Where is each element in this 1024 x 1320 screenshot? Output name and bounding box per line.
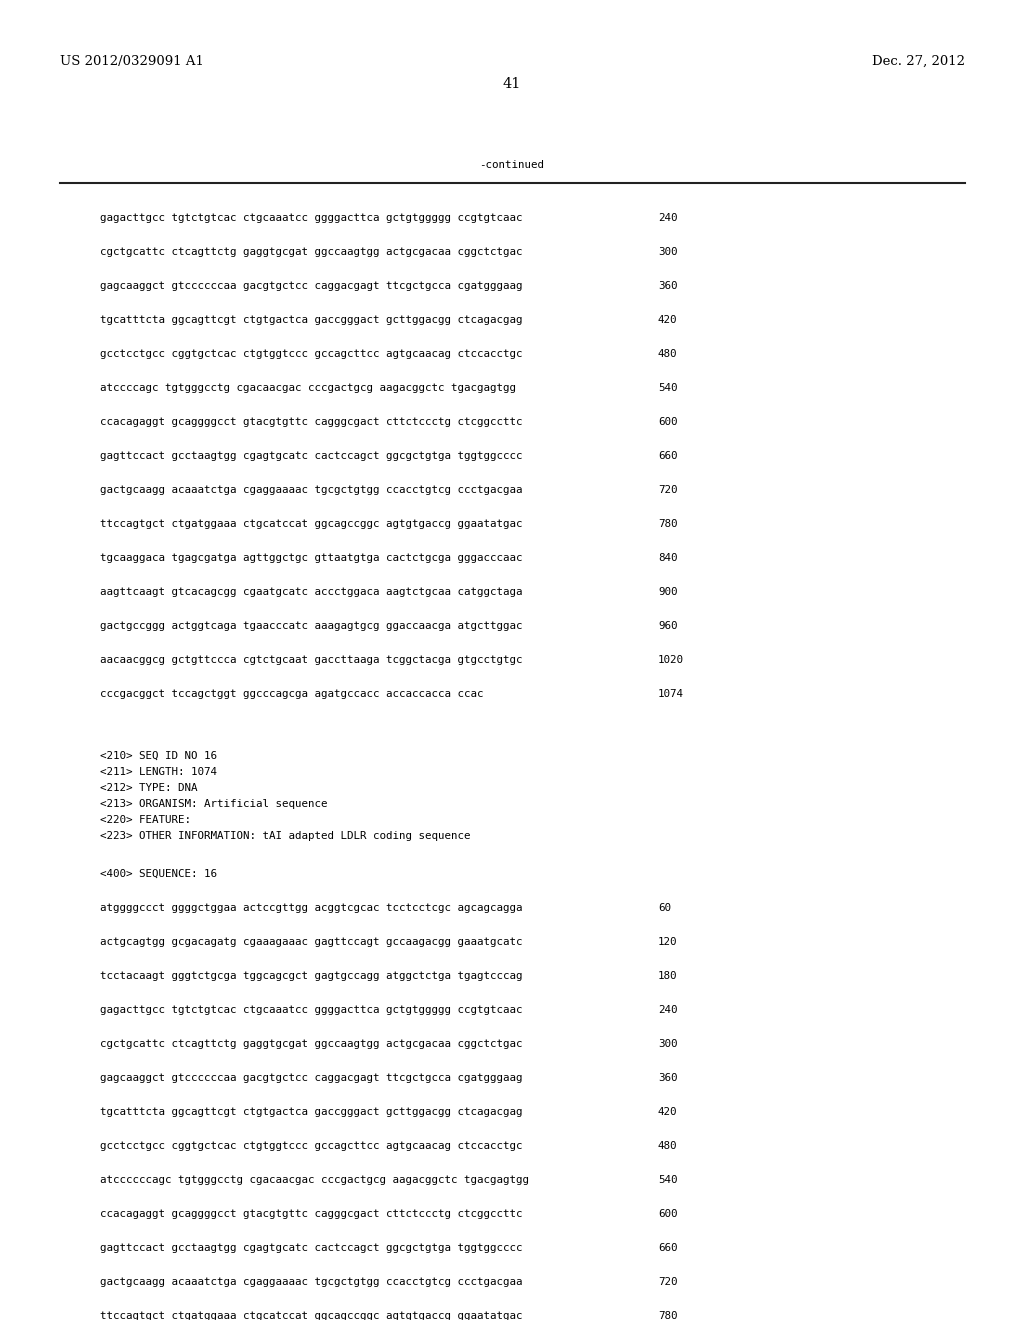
Text: atccccagc tgtgggcctg cgacaacgac cccgactgcg aagacggctc tgacgagtgg: atccccagc tgtgggcctg cgacaacgac cccgactg… xyxy=(100,383,516,393)
Text: gcctcctgcc cggtgctcac ctgtggtccc gccagcttcc agtgcaacag ctccacctgc: gcctcctgcc cggtgctcac ctgtggtccc gccagct… xyxy=(100,348,522,359)
Text: cccgacggct tccagctggt ggcccagcga agatgccacc accaccacca ccac: cccgacggct tccagctggt ggcccagcga agatgcc… xyxy=(100,689,483,700)
Text: 660: 660 xyxy=(658,1243,678,1253)
Text: aagttcaagt gtcacagcgg cgaatgcatc accctggaca aagtctgcaa catggctaga: aagttcaagt gtcacagcgg cgaatgcatc accctgg… xyxy=(100,587,522,597)
Text: <212> TYPE: DNA: <212> TYPE: DNA xyxy=(100,783,198,793)
Text: 240: 240 xyxy=(658,213,678,223)
Text: 60: 60 xyxy=(658,903,671,913)
Text: gactgcaagg acaaatctga cgaggaaaac tgcgctgtgg ccacctgtcg ccctgacgaa: gactgcaagg acaaatctga cgaggaaaac tgcgctg… xyxy=(100,1276,522,1287)
Text: US 2012/0329091 A1: US 2012/0329091 A1 xyxy=(60,55,204,69)
Text: 720: 720 xyxy=(658,484,678,495)
Text: 360: 360 xyxy=(658,1073,678,1082)
Text: gagcaaggct gtccccccaa gacgtgctcc caggacgagt ttcgctgcca cgatgggaag: gagcaaggct gtccccccaa gacgtgctcc caggacg… xyxy=(100,281,522,290)
Text: 540: 540 xyxy=(658,383,678,393)
Text: <211> LENGTH: 1074: <211> LENGTH: 1074 xyxy=(100,767,217,777)
Text: tgcaaggaca tgagcgatga agttggctgc gttaatgtga cactctgcga gggacccaac: tgcaaggaca tgagcgatga agttggctgc gttaatg… xyxy=(100,553,522,564)
Text: 360: 360 xyxy=(658,281,678,290)
Text: gcctcctgcc cggtgctcac ctgtggtccc gccagcttcc agtgcaacag ctccacctgc: gcctcctgcc cggtgctcac ctgtggtccc gccagct… xyxy=(100,1140,522,1151)
Text: gagttccact gcctaagtgg cgagtgcatc cactccagct ggcgctgtga tggtggcccc: gagttccact gcctaagtgg cgagtgcatc cactcca… xyxy=(100,1243,522,1253)
Text: 960: 960 xyxy=(658,620,678,631)
Text: 420: 420 xyxy=(658,315,678,325)
Text: 300: 300 xyxy=(658,247,678,257)
Text: Dec. 27, 2012: Dec. 27, 2012 xyxy=(872,55,965,69)
Text: 240: 240 xyxy=(658,1005,678,1015)
Text: gagcaaggct gtccccccaa gacgtgctcc caggacgagt ttcgctgcca cgatgggaag: gagcaaggct gtccccccaa gacgtgctcc caggacg… xyxy=(100,1073,522,1082)
Text: 660: 660 xyxy=(658,451,678,461)
Text: 540: 540 xyxy=(658,1175,678,1185)
Text: 180: 180 xyxy=(658,972,678,981)
Text: 300: 300 xyxy=(658,1039,678,1049)
Text: gagacttgcc tgtctgtcac ctgcaaatcc ggggacttca gctgtggggg ccgtgtcaac: gagacttgcc tgtctgtcac ctgcaaatcc ggggact… xyxy=(100,1005,522,1015)
Text: ttccagtgct ctgatggaaa ctgcatccat ggcagccggc agtgtgaccg ggaatatgac: ttccagtgct ctgatggaaa ctgcatccat ggcagcc… xyxy=(100,519,522,529)
Text: 840: 840 xyxy=(658,553,678,564)
Text: 480: 480 xyxy=(658,348,678,359)
Text: 600: 600 xyxy=(658,1209,678,1218)
Text: tgcatttcta ggcagttcgt ctgtgactca gaccgggact gcttggacgg ctcagacgag: tgcatttcta ggcagttcgt ctgtgactca gaccggg… xyxy=(100,1107,522,1117)
Text: atccccccagc tgtgggcctg cgacaacgac cccgactgcg aagacggctc tgacgagtgg: atccccccagc tgtgggcctg cgacaacgac cccgac… xyxy=(100,1175,529,1185)
Text: <220> FEATURE:: <220> FEATURE: xyxy=(100,814,191,825)
Text: 41: 41 xyxy=(503,77,521,91)
Text: 780: 780 xyxy=(658,519,678,529)
Text: 900: 900 xyxy=(658,587,678,597)
Text: 1074: 1074 xyxy=(658,689,684,700)
Text: gactgccggg actggtcaga tgaacccatc aaagagtgcg ggaccaacga atgcttggac: gactgccggg actggtcaga tgaacccatc aaagagt… xyxy=(100,620,522,631)
Text: tcctacaagt gggtctgcga tggcagcgct gagtgccagg atggctctga tgagtcccag: tcctacaagt gggtctgcga tggcagcgct gagtgcc… xyxy=(100,972,522,981)
Text: 480: 480 xyxy=(658,1140,678,1151)
Text: ttccagtgct ctgatggaaa ctgcatccat ggcagccggc agtgtgaccg ggaatatgac: ttccagtgct ctgatggaaa ctgcatccat ggcagcc… xyxy=(100,1311,522,1320)
Text: atggggccct ggggctggaa actccgttgg acggtcgcac tcctcctcgc agcagcagga: atggggccct ggggctggaa actccgttgg acggtcg… xyxy=(100,903,522,913)
Text: ccacagaggt gcaggggcct gtacgtgttc cagggcgact cttctccctg ctcggccttc: ccacagaggt gcaggggcct gtacgtgttc cagggcg… xyxy=(100,1209,522,1218)
Text: 120: 120 xyxy=(658,937,678,946)
Text: aacaacggcg gctgttccca cgtctgcaat gaccttaaga tcggctacga gtgcctgtgc: aacaacggcg gctgttccca cgtctgcaat gacctta… xyxy=(100,655,522,665)
Text: <210> SEQ ID NO 16: <210> SEQ ID NO 16 xyxy=(100,751,217,762)
Text: <223> OTHER INFORMATION: tAI adapted LDLR coding sequence: <223> OTHER INFORMATION: tAI adapted LDL… xyxy=(100,832,470,841)
Text: cgctgcattc ctcagttctg gaggtgcgat ggccaagtgg actgcgacaa cggctctgac: cgctgcattc ctcagttctg gaggtgcgat ggccaag… xyxy=(100,247,522,257)
Text: -continued: -continued xyxy=(479,160,545,170)
Text: actgcagtgg gcgacagatg cgaaagaaac gagttccagt gccaagacgg gaaatgcatc: actgcagtgg gcgacagatg cgaaagaaac gagttcc… xyxy=(100,937,522,946)
Text: <213> ORGANISM: Artificial sequence: <213> ORGANISM: Artificial sequence xyxy=(100,799,328,809)
Text: cgctgcattc ctcagttctg gaggtgcgat ggccaagtgg actgcgacaa cggctctgac: cgctgcattc ctcagttctg gaggtgcgat ggccaag… xyxy=(100,1039,522,1049)
Text: 420: 420 xyxy=(658,1107,678,1117)
Text: 780: 780 xyxy=(658,1311,678,1320)
Text: tgcatttcta ggcagttcgt ctgtgactca gaccgggact gcttggacgg ctcagacgag: tgcatttcta ggcagttcgt ctgtgactca gaccggg… xyxy=(100,315,522,325)
Text: gagacttgcc tgtctgtcac ctgcaaatcc ggggacttca gctgtggggg ccgtgtcaac: gagacttgcc tgtctgtcac ctgcaaatcc ggggact… xyxy=(100,213,522,223)
Text: gactgcaagg acaaatctga cgaggaaaac tgcgctgtgg ccacctgtcg ccctgacgaa: gactgcaagg acaaatctga cgaggaaaac tgcgctg… xyxy=(100,484,522,495)
Text: 600: 600 xyxy=(658,417,678,426)
Text: ccacagaggt gcaggggcct gtacgtgttc cagggcgact cttctccctg ctcggccttc: ccacagaggt gcaggggcct gtacgtgttc cagggcg… xyxy=(100,417,522,426)
Text: 720: 720 xyxy=(658,1276,678,1287)
Text: gagttccact gcctaagtgg cgagtgcatc cactccagct ggcgctgtga tggtggcccc: gagttccact gcctaagtgg cgagtgcatc cactcca… xyxy=(100,451,522,461)
Text: 1020: 1020 xyxy=(658,655,684,665)
Text: <400> SEQUENCE: 16: <400> SEQUENCE: 16 xyxy=(100,869,217,879)
